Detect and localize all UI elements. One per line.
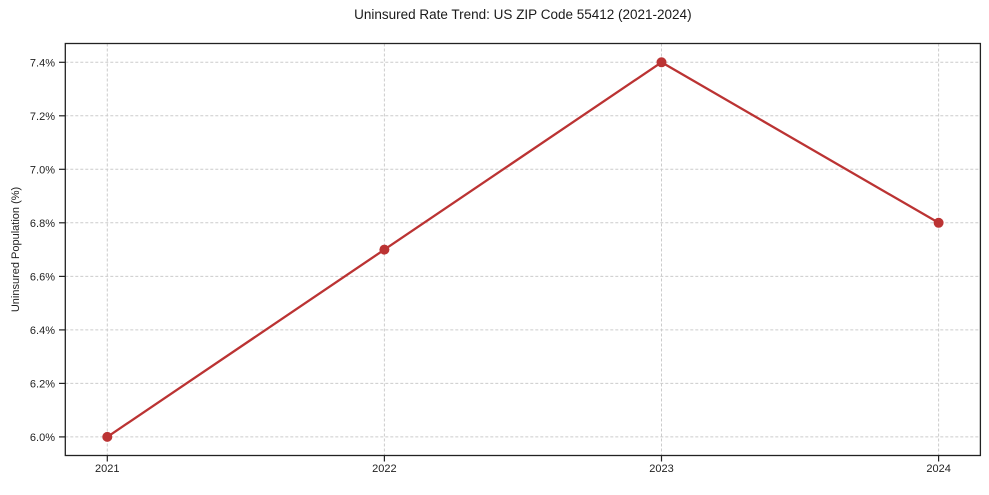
svg-text:2022: 2022 [372, 463, 396, 475]
svg-text:6.8%: 6.8% [30, 218, 55, 230]
svg-text:Uninsured Population (%): Uninsured Population (%) [10, 187, 22, 312]
svg-text:6.6%: 6.6% [30, 271, 55, 283]
svg-text:6.4%: 6.4% [30, 325, 55, 337]
svg-text:2023: 2023 [649, 463, 673, 475]
svg-text:2024: 2024 [926, 463, 950, 475]
svg-text:2021: 2021 [95, 463, 119, 475]
svg-text:6.2%: 6.2% [30, 378, 55, 390]
svg-text:7.2%: 7.2% [30, 111, 55, 123]
svg-text:7.4%: 7.4% [30, 57, 55, 69]
svg-text:6.0%: 6.0% [30, 432, 55, 444]
svg-text:7.0%: 7.0% [30, 164, 55, 176]
